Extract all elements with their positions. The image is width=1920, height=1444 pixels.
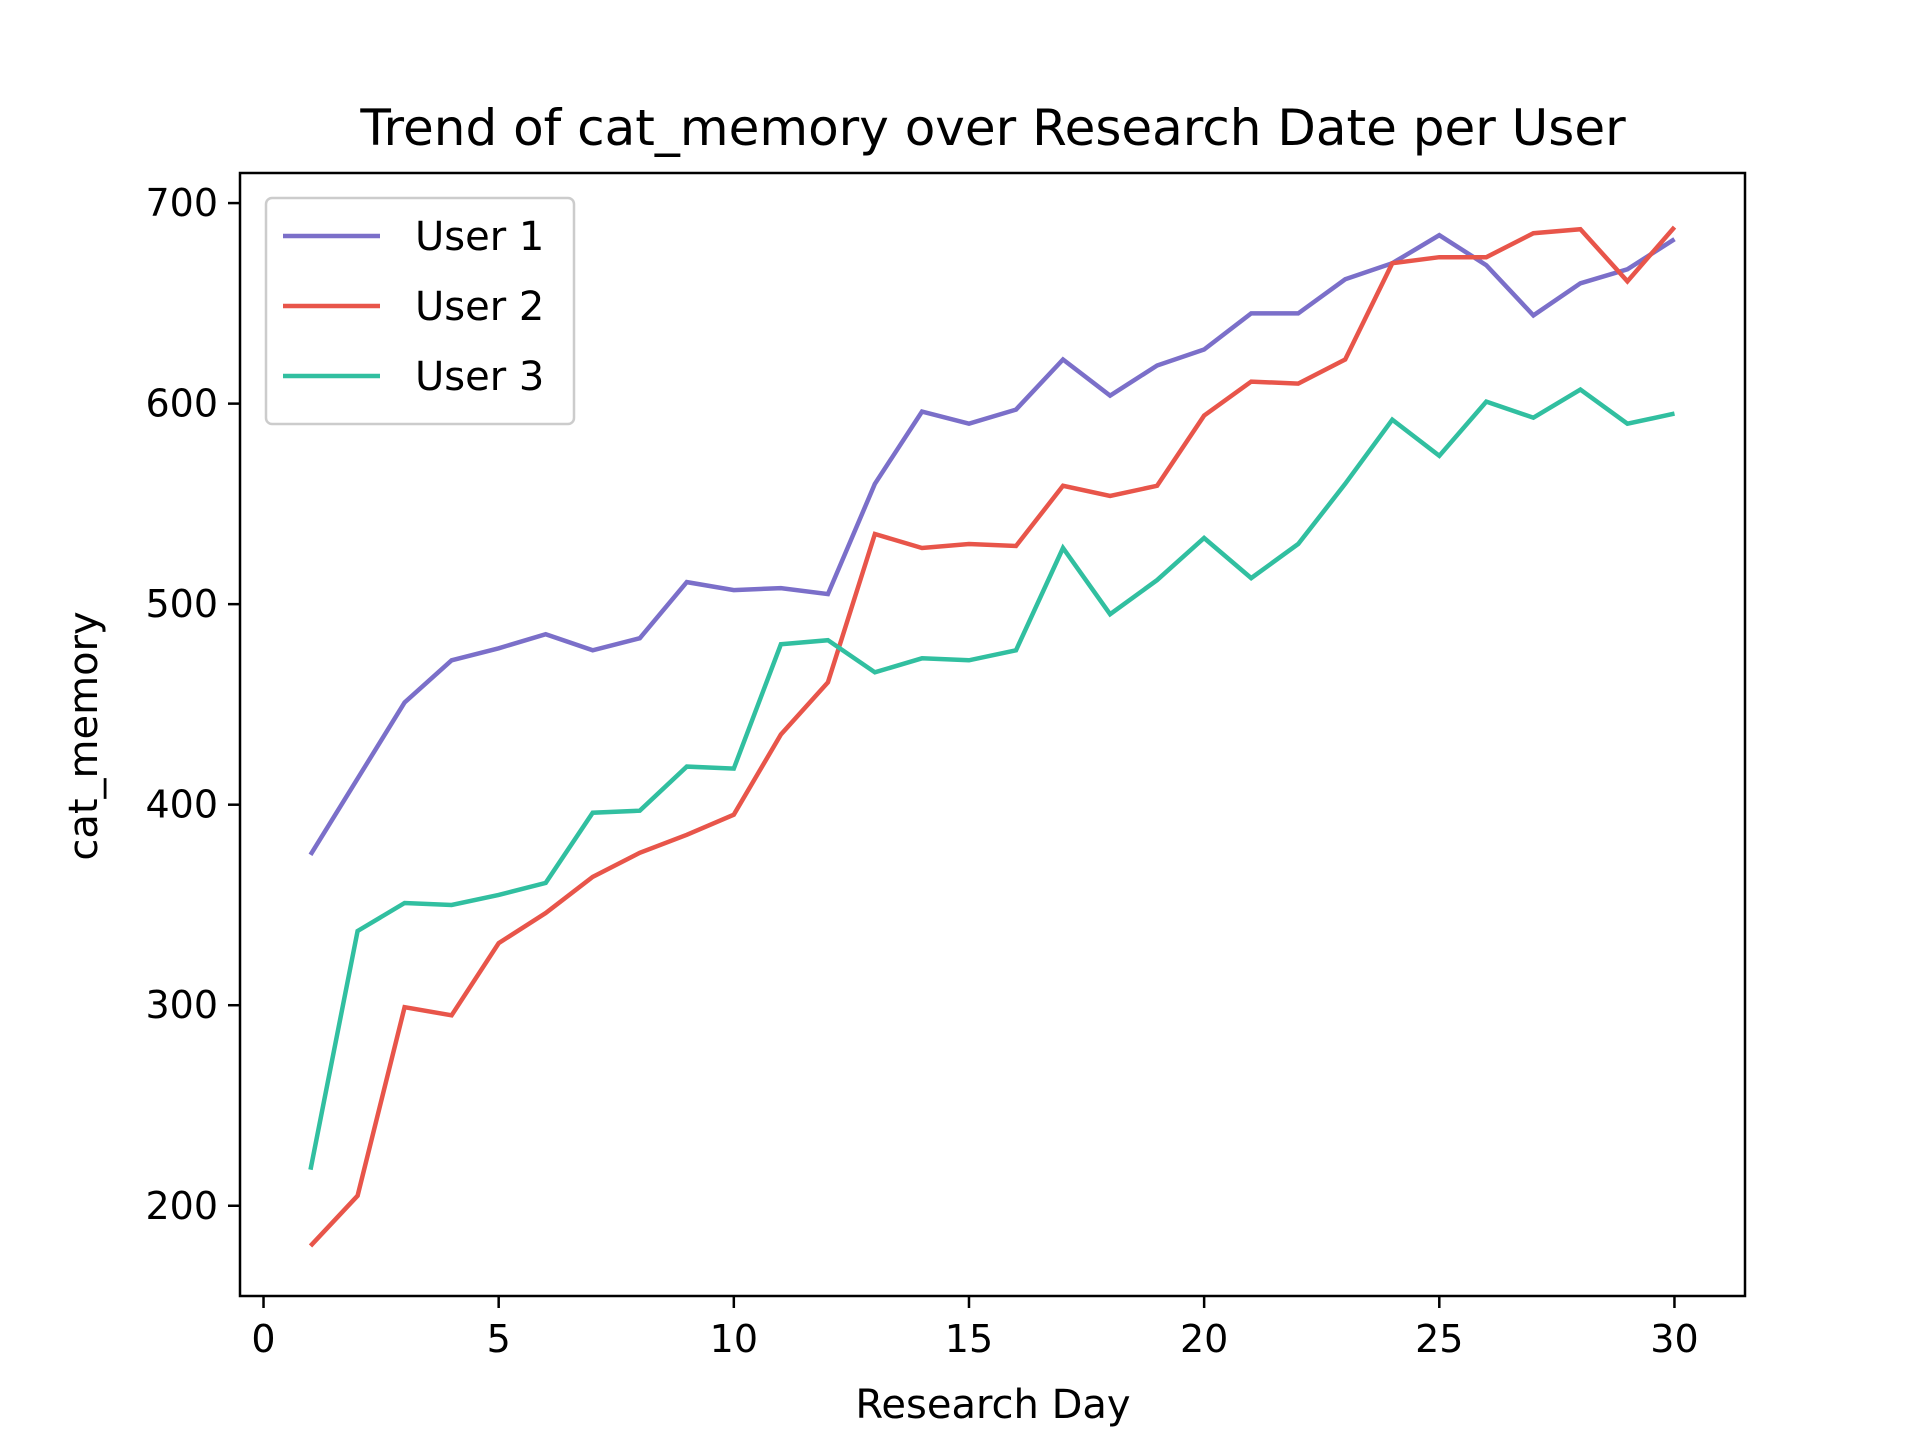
x-tick-label: 15 — [945, 1317, 993, 1361]
series-line-user-2 — [308, 225, 1677, 1248]
series-lines — [308, 225, 1677, 1248]
legend-label: User 3 — [415, 354, 544, 400]
legend: User 1 User 2 User 3 — [264, 196, 576, 426]
y-tick-label: 300 — [145, 983, 218, 1027]
axis-ticks: 0 5 10 15 20 25 30 200 300 400 500 600 700 — [145, 181, 1698, 1361]
series-line-user-3 — [308, 386, 1675, 1171]
chart-title: Trend of cat_memory over Research Date p… — [359, 99, 1626, 157]
x-tick-label: 10 — [710, 1317, 758, 1361]
y-tick-label: 500 — [145, 582, 218, 626]
y-tick-label: 200 — [145, 1184, 218, 1228]
y-tick-label: 600 — [145, 382, 218, 426]
x-tick-label: 30 — [1650, 1317, 1698, 1361]
series-line-user-1 — [308, 232, 1676, 856]
plot-frame — [238, 171, 1747, 1298]
legend-label: User 2 — [415, 284, 544, 330]
y-tick-label: 400 — [145, 783, 218, 827]
x-tick-label: 0 — [251, 1317, 275, 1361]
x-tick-label: 25 — [1415, 1317, 1463, 1361]
legend-label: User 1 — [415, 214, 544, 260]
legend-box — [264, 196, 576, 426]
y-axis-label: cat_memory — [61, 611, 107, 860]
x-tick-label: 5 — [487, 1317, 511, 1361]
x-axis-label: Research Day — [855, 1382, 1130, 1428]
y-tick-label: 700 — [145, 181, 218, 225]
x-tick-label: 20 — [1180, 1317, 1228, 1361]
